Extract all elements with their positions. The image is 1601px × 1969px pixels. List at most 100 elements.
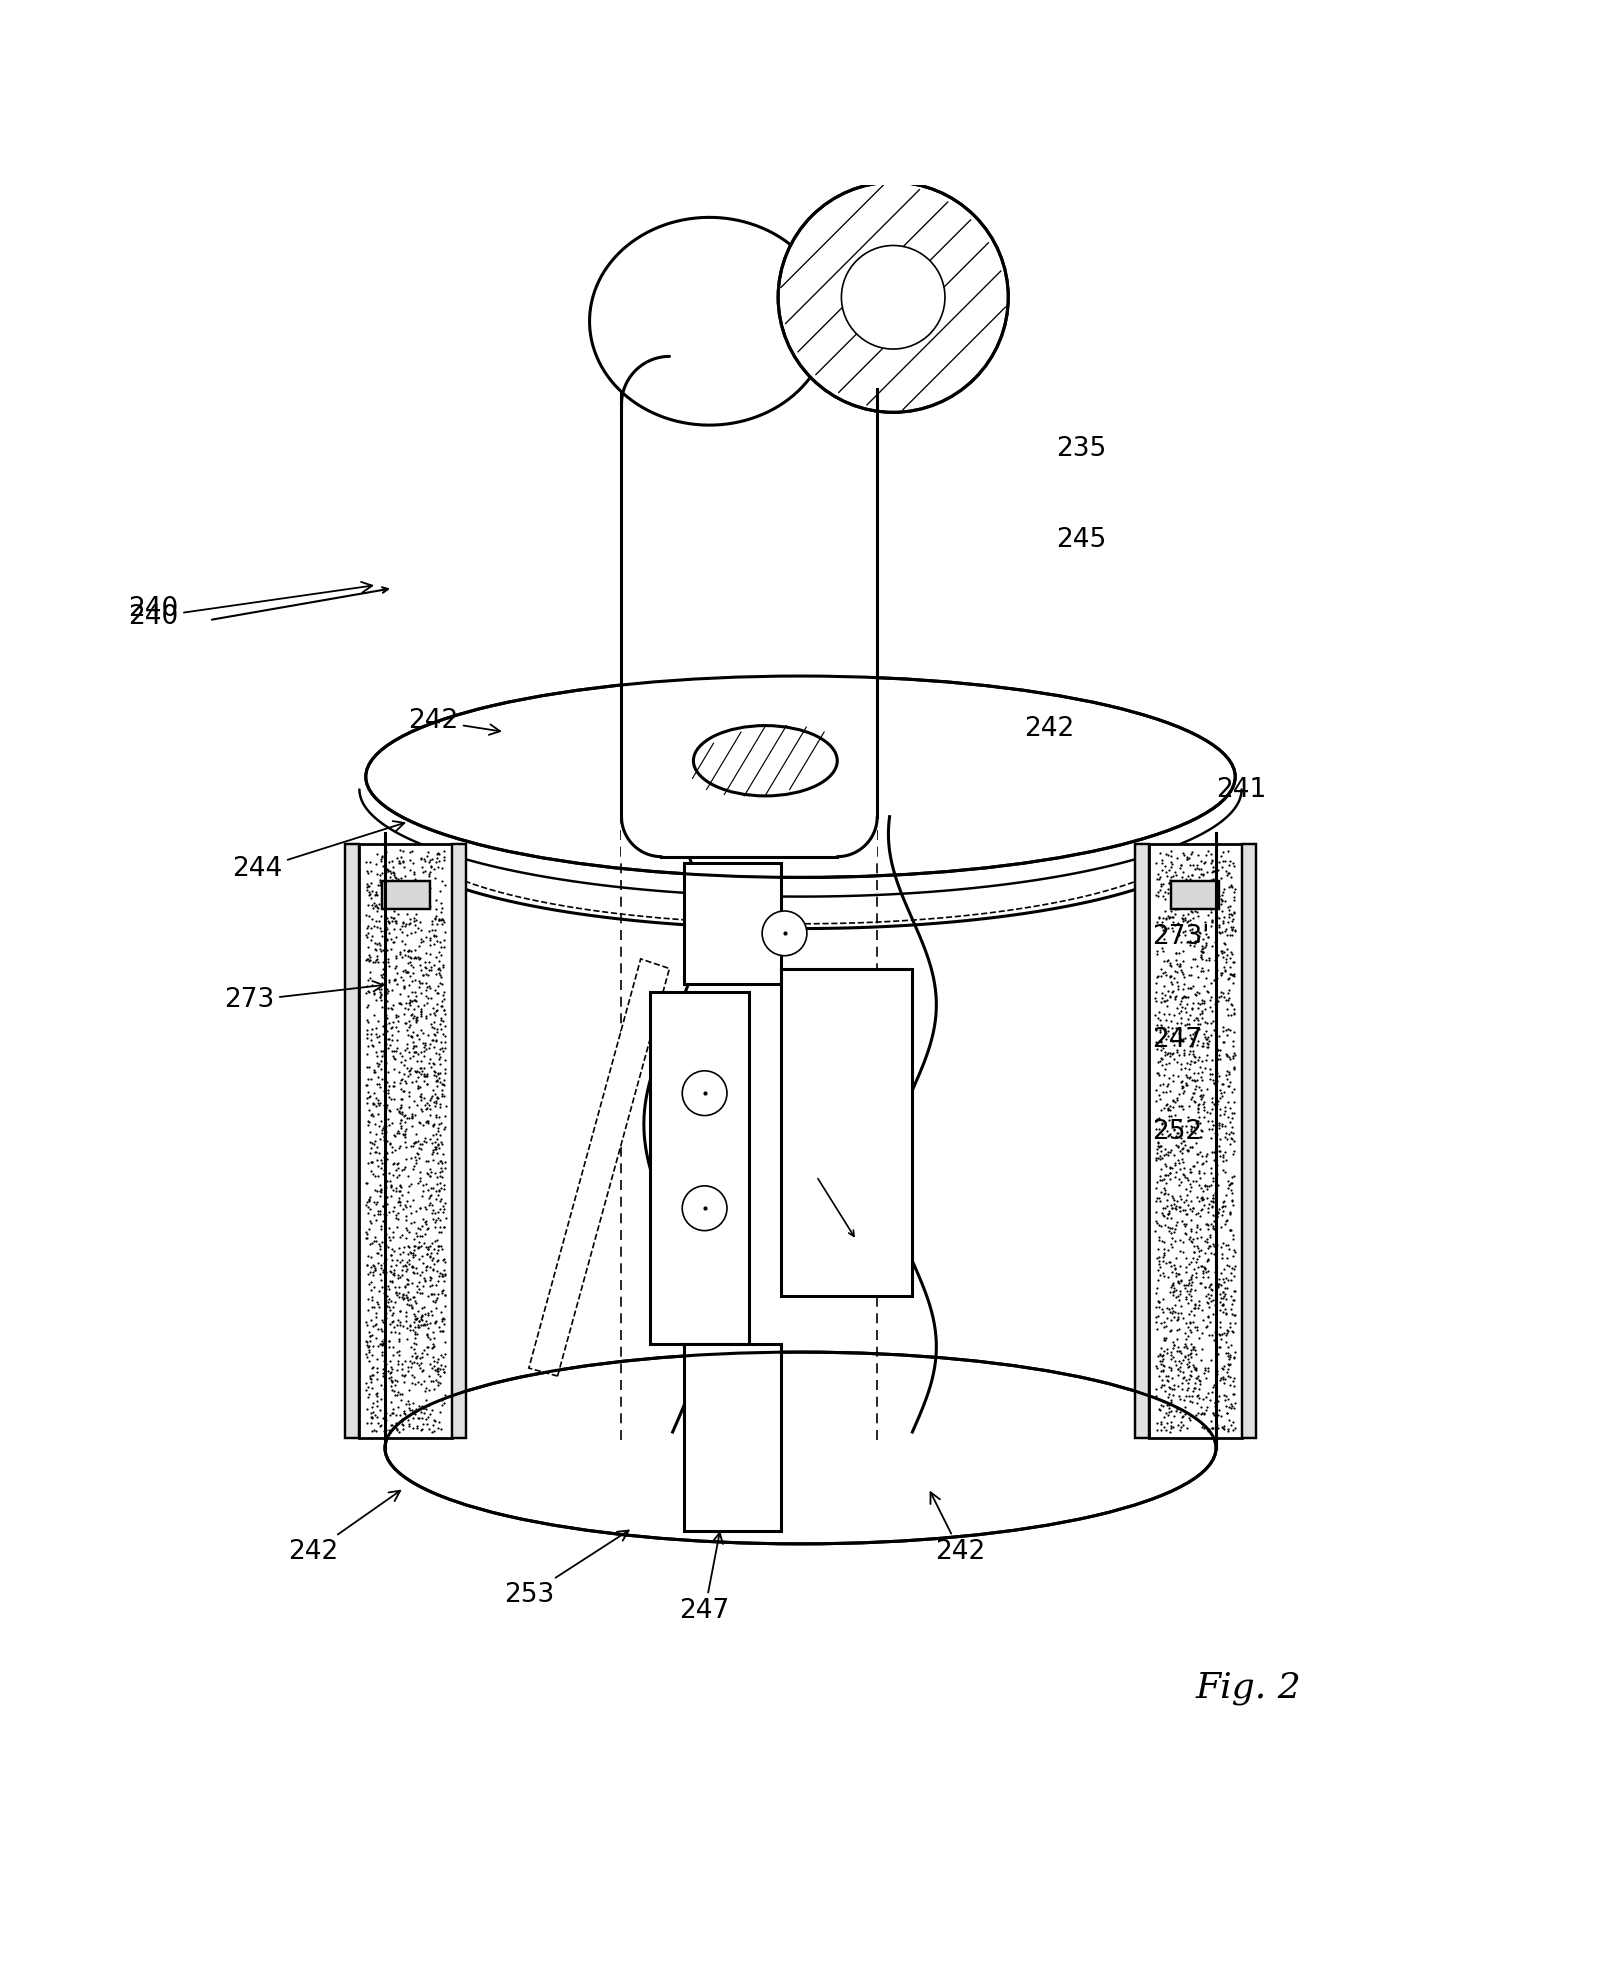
Point (368, 979, 394, 1010)
Point (416, 1361, 442, 1392)
Point (1164, 894, 1190, 925)
Point (357, 1126, 383, 1158)
Point (427, 959, 453, 990)
Point (427, 1089, 453, 1120)
Point (371, 933, 397, 965)
Point (1214, 1229, 1239, 1260)
Point (1175, 1351, 1201, 1382)
Point (424, 1366, 450, 1398)
Point (1186, 1089, 1212, 1120)
Point (1222, 1051, 1247, 1083)
Point (379, 1221, 405, 1252)
Point (419, 1331, 445, 1363)
Point (1214, 1262, 1239, 1294)
Polygon shape (365, 675, 1236, 878)
Point (400, 1016, 426, 1048)
Point (1162, 943, 1188, 975)
Point (362, 947, 387, 979)
Point (1209, 886, 1234, 918)
Point (1172, 1361, 1198, 1392)
Point (1217, 1044, 1242, 1075)
Point (368, 967, 394, 998)
Point (1198, 876, 1223, 908)
Point (413, 1000, 439, 1032)
Point (1148, 837, 1174, 868)
Point (408, 843, 434, 874)
Point (1206, 984, 1231, 1016)
Point (431, 1138, 456, 1170)
Point (1177, 1048, 1202, 1079)
Polygon shape (1242, 845, 1257, 1439)
Point (1159, 1256, 1185, 1288)
Point (1174, 1061, 1199, 1093)
Point (1146, 1083, 1172, 1114)
Point (415, 872, 440, 904)
Point (1222, 1412, 1247, 1443)
Point (378, 1410, 403, 1441)
Point (1170, 1077, 1196, 1109)
Point (359, 1292, 384, 1323)
Point (407, 1051, 432, 1083)
Point (418, 851, 443, 882)
Point (1177, 1380, 1202, 1412)
Point (1185, 1002, 1210, 1034)
Point (1158, 864, 1183, 896)
Point (408, 927, 434, 959)
Point (1169, 1091, 1194, 1122)
Point (395, 886, 421, 918)
Point (399, 1101, 424, 1132)
Point (365, 945, 391, 977)
Point (402, 1315, 427, 1347)
Point (423, 1203, 448, 1235)
Point (1158, 868, 1183, 900)
Point (410, 1292, 435, 1323)
Point (1146, 1250, 1172, 1282)
Point (392, 1114, 418, 1146)
Point (395, 1410, 421, 1441)
Point (1159, 1193, 1185, 1225)
Point (370, 947, 395, 979)
Point (1177, 1132, 1202, 1164)
Point (1145, 1353, 1170, 1384)
Point (355, 910, 381, 941)
Point (354, 1248, 379, 1280)
Point (1186, 1372, 1212, 1404)
Point (418, 1262, 443, 1294)
Point (1207, 1311, 1233, 1343)
Point (1206, 1085, 1231, 1116)
Point (1169, 1142, 1194, 1174)
Point (1170, 1302, 1196, 1333)
Point (367, 1394, 392, 1426)
Point (357, 1363, 383, 1394)
Point (1212, 1111, 1238, 1142)
Point (1185, 977, 1210, 1008)
Point (1220, 1122, 1246, 1154)
Point (424, 1347, 450, 1378)
Point (426, 1355, 451, 1386)
Point (394, 1280, 419, 1311)
Point (403, 1138, 429, 1170)
Point (1207, 918, 1233, 949)
Point (1201, 1162, 1226, 1193)
Point (373, 1008, 399, 1040)
Point (1154, 876, 1180, 908)
Point (402, 890, 427, 921)
Point (1214, 1390, 1239, 1422)
Point (1148, 986, 1174, 1018)
Point (1186, 884, 1212, 916)
Point (1158, 1339, 1183, 1370)
Point (1183, 1016, 1209, 1048)
Point (362, 1292, 387, 1323)
Point (1193, 1170, 1218, 1201)
Point (1166, 1353, 1191, 1384)
Point (1180, 896, 1206, 927)
Point (375, 1166, 400, 1197)
Point (394, 1112, 419, 1144)
Point (1206, 1107, 1231, 1138)
Point (426, 1081, 451, 1112)
Point (1199, 1229, 1225, 1260)
Point (1215, 1040, 1241, 1071)
Point (427, 967, 453, 998)
Point (357, 1081, 383, 1112)
Point (373, 1327, 399, 1359)
